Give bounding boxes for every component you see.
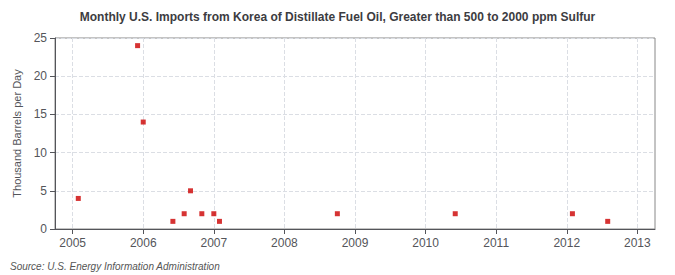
svg-text:25: 25 <box>34 31 48 45</box>
svg-text:2005: 2005 <box>59 236 86 250</box>
svg-text:10: 10 <box>34 146 48 160</box>
svg-text:2013: 2013 <box>624 236 651 250</box>
svg-text:2006: 2006 <box>130 236 157 250</box>
svg-text:0: 0 <box>40 222 47 236</box>
svg-text:Source: U.S. Energy Informatio: Source: U.S. Energy Information Administ… <box>10 261 220 272</box>
svg-text:20: 20 <box>34 69 48 83</box>
svg-text:2008: 2008 <box>271 236 298 250</box>
svg-text:2010: 2010 <box>412 236 439 250</box>
svg-text:15: 15 <box>34 107 48 121</box>
svg-text:Thousand Barrels per Day: Thousand Barrels per Day <box>11 69 23 198</box>
svg-text:2007: 2007 <box>200 236 227 250</box>
svg-text:2011: 2011 <box>483 236 509 250</box>
svg-text:2012: 2012 <box>553 236 580 250</box>
svg-text:Monthly U.S. Imports from Kore: Monthly U.S. Imports from Korea of Disti… <box>80 10 596 24</box>
svg-text:5: 5 <box>40 184 47 198</box>
svg-text:2009: 2009 <box>342 236 369 250</box>
